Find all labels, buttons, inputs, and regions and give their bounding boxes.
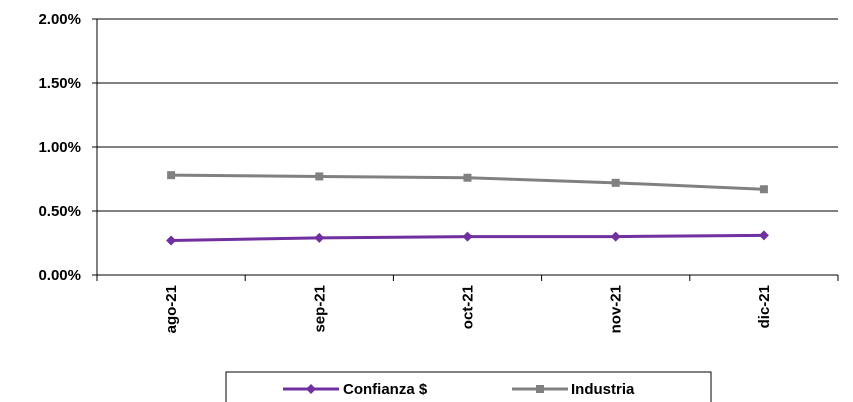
legend-label: Confianza $ (343, 381, 428, 398)
data-point (314, 232, 325, 243)
data-point (463, 173, 472, 182)
data-point (462, 231, 473, 242)
x-tick-label: ago-21 (163, 285, 180, 333)
legend-label: Industria (571, 381, 635, 398)
y-axis-ticks: 0.00% 0.50% 1.00% 1.50% 2.00% (38, 11, 97, 284)
data-point (610, 231, 621, 242)
data-point (611, 178, 620, 187)
y-tick-label: 0.00% (38, 267, 81, 284)
series-confianza (166, 230, 769, 246)
legend: Confianza $ Industria (225, 371, 712, 402)
legend-box (225, 371, 712, 402)
series-group (166, 171, 769, 246)
x-tick-label: nov-21 (608, 285, 625, 333)
data-point (758, 230, 769, 241)
legend-marker (536, 385, 544, 393)
series-industria (167, 171, 768, 194)
data-point (315, 172, 324, 181)
x-tick-label: dic-21 (756, 285, 773, 328)
y-tick-label: 1.00% (38, 139, 81, 156)
gridlines (97, 18, 838, 212)
y-tick-label: 0.50% (38, 203, 81, 220)
data-point (166, 235, 177, 246)
legend-marker (306, 384, 316, 394)
x-tick-label: oct-21 (460, 285, 477, 329)
x-axis-ticks: ago-21 sep-21 oct-21 nov-21 dic-21 (96, 275, 839, 333)
data-point (167, 171, 176, 180)
y-tick-label: 1.50% (38, 75, 81, 92)
y-tick-label: 2.00% (38, 11, 81, 28)
x-tick-label: sep-21 (311, 285, 328, 333)
data-point (759, 185, 768, 194)
